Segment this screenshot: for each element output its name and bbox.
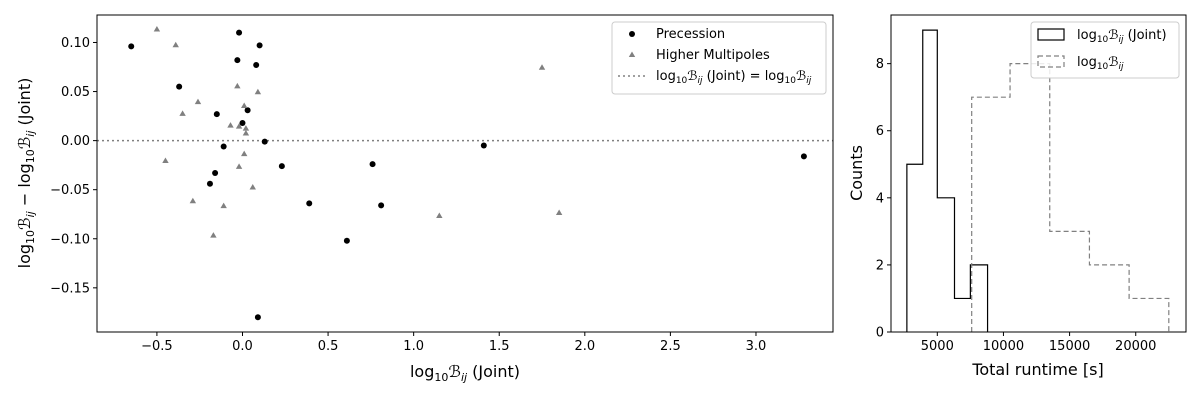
y-tick-label: 6 [876, 124, 884, 139]
higher-multipoles-point [555, 209, 563, 216]
higher-multipoles-point [242, 125, 250, 131]
scatter-legend-box [611, 21, 827, 95]
higher-multipoles-point [249, 183, 256, 190]
x-tick-label: 5000 [921, 339, 954, 354]
y-tick-label: 4 [876, 191, 884, 206]
higher-multipoles-point [235, 163, 243, 169]
precession-point [256, 42, 263, 49]
precession-point [206, 180, 213, 187]
precession-point [220, 143, 227, 150]
precession-point [369, 161, 376, 168]
precession-point [378, 202, 385, 209]
precession-point [800, 153, 807, 160]
precession-point [306, 200, 313, 207]
x-tick-label: 10000 [983, 339, 1024, 354]
x-tick-label: 15000 [1049, 339, 1090, 354]
legend-reference-label: log10ℬij (Joint) = log10ℬij [656, 69, 812, 86]
x-tick-label: −0.5 [141, 339, 173, 354]
x-tick-label: 1.5 [489, 339, 510, 354]
y-tick-label: −0.10 [50, 232, 90, 247]
x-tick-label: 0.5 [318, 339, 339, 354]
histogram-x-ticks: 5000 10000 15000 20000 [921, 332, 1156, 354]
precession-point [239, 119, 246, 126]
y-tick-label: 8 [876, 57, 884, 72]
scatter-axes-frame [96, 14, 834, 333]
x-tick-label: 0.0 [232, 339, 253, 354]
higher-multipoles-point [179, 110, 186, 116]
histogram-x-axis-label: Total runtime [s] [971, 360, 1103, 379]
higher-multipoles-point [436, 212, 443, 218]
y-tick-label: 2 [876, 258, 884, 273]
histogram-y-ticks: 0 2 4 6 8 [876, 57, 891, 341]
precession-point [278, 163, 285, 170]
x-tick-label: 3.0 [746, 339, 767, 354]
higher-multipoles-point [234, 82, 241, 89]
legend-joint-swatch [1037, 28, 1065, 41]
y-tick-label: 0.10 [61, 36, 90, 51]
higher-multipoles-point [242, 130, 250, 136]
precession-point [213, 111, 220, 118]
higher-multipoles-point [194, 98, 202, 105]
legend-higher-multipoles-label: Higher Multipoles [656, 48, 770, 63]
y-tick-label: −0.15 [50, 281, 90, 296]
histogram-panel: 5000 10000 15000 20000 0 2 4 6 8 Total runtime … [847, 14, 1187, 379]
histogram-joint-step [906, 29, 989, 332]
histogram-legend: log10ℬij (Joint) log10ℬij [1030, 21, 1180, 79]
x-tick-label: 2.0 [574, 339, 595, 354]
higher-multipoles-point [210, 232, 217, 238]
x-tick-label: 2.5 [660, 339, 681, 354]
precession-point [244, 107, 251, 114]
y-tick-label: −0.05 [50, 183, 90, 198]
precession-point [128, 43, 135, 50]
higher-multipoles-point [241, 102, 248, 109]
higher-multipoles-point [254, 88, 262, 95]
higher-multipoles-point [227, 122, 234, 128]
legend-precession-marker [629, 31, 635, 37]
x-tick-label: 20000 [1115, 339, 1156, 354]
histogram-legend-box [1030, 21, 1180, 79]
higher-multipoles-point [162, 157, 169, 164]
scatter-x-ticks: −0.5 0.0 0.5 1.0 1.5 2.0 2.5 3.0 [141, 332, 766, 354]
precession-point [234, 57, 241, 64]
legend-single-label: log10ℬij [1077, 55, 1124, 72]
scatter-legend: Precession Higher Multipoles log10ℬij (J… [611, 21, 827, 95]
higher-multipoles-point [241, 150, 248, 157]
x-tick-label: 1.0 [403, 339, 424, 354]
histogram-single-step [971, 63, 1170, 332]
higher-multipoles-point [235, 123, 243, 129]
precession-point [480, 142, 487, 149]
precession-point [253, 62, 260, 69]
scatter-x-axis-label: log10ℬij (Joint) [410, 362, 520, 384]
histogram-y-axis-label: Counts [847, 145, 866, 201]
legend-higher-multipoles-marker [628, 51, 636, 57]
higher-multipoles-point [538, 64, 546, 70]
higher-multipoles-point [172, 41, 179, 48]
higher-multipoles-point [220, 202, 227, 209]
y-tick-label: 0.00 [61, 134, 90, 149]
precession-point [236, 29, 243, 36]
precession-point [176, 83, 183, 90]
legend-precession-label: Precession [656, 27, 725, 42]
y-tick-label: 0.05 [61, 85, 90, 100]
higher-multipoles-point [153, 25, 161, 32]
precession-point [261, 138, 268, 145]
legend-single-swatch [1037, 55, 1065, 68]
precession-point [343, 237, 350, 244]
y-tick-label: 0 [876, 326, 884, 341]
scatter-panel: −0.5 0.0 0.5 1.0 1.5 2.0 2.5 3.0 0.10 0.05 0.00 −0… [15, 14, 834, 384]
scatter-y-ticks: 0.10 0.05 0.00 −0.05 −0.10 −0.15 [50, 36, 97, 296]
scatter-y-axis-label: log10ℬij − log10ℬij (Joint) [15, 78, 37, 269]
scatter-points [128, 25, 807, 321]
histogram-axes-frame [890, 14, 1187, 333]
precession-point [212, 170, 219, 177]
higher-multipoles-point [189, 197, 197, 204]
precession-point [254, 314, 261, 321]
